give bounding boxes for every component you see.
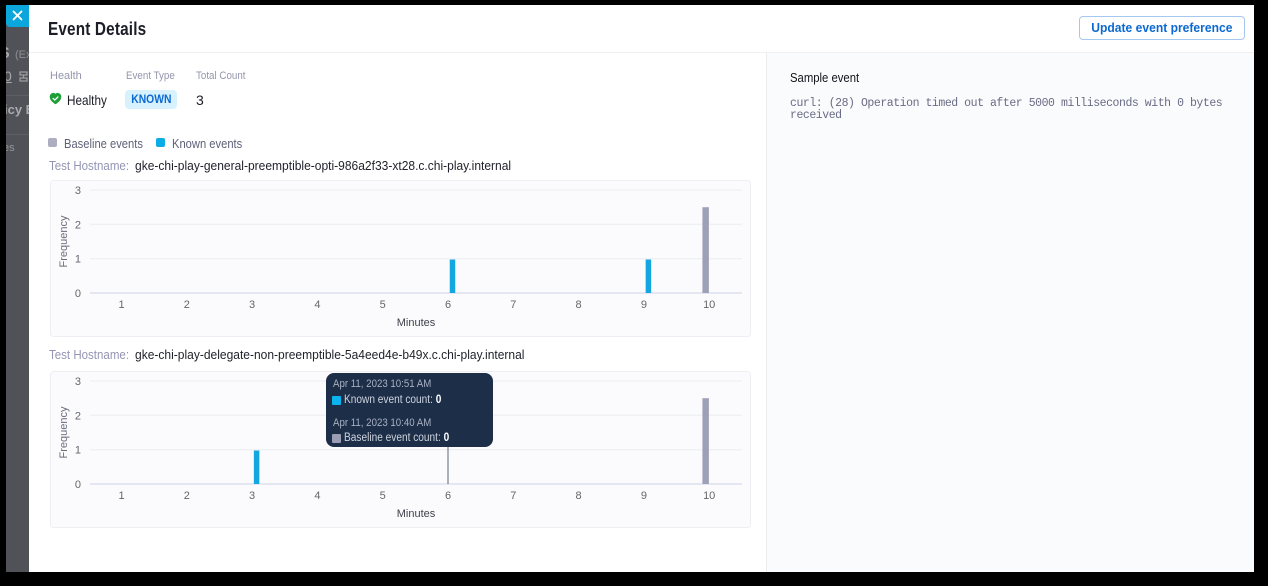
svg-text:3: 3 — [75, 376, 81, 388]
svg-text:7: 7 — [510, 490, 516, 502]
svg-text:3: 3 — [249, 299, 255, 311]
svg-text:1: 1 — [118, 299, 124, 311]
svg-text:10: 10 — [703, 490, 715, 502]
svg-text:5: 5 — [380, 490, 386, 502]
svg-text:10: 10 — [703, 299, 715, 311]
svg-text:2: 2 — [75, 219, 81, 231]
svg-text:8: 8 — [576, 299, 582, 311]
svg-text:Minutes: Minutes — [397, 317, 436, 329]
svg-text:0: 0 — [75, 288, 81, 300]
svg-text:5: 5 — [380, 299, 386, 311]
svg-text:0: 0 — [75, 479, 81, 491]
svg-text:1: 1 — [118, 490, 124, 502]
svg-text:2: 2 — [75, 410, 81, 422]
svg-text:8: 8 — [576, 490, 582, 502]
svg-text:3: 3 — [75, 185, 81, 197]
svg-text:2: 2 — [184, 299, 190, 311]
svg-text:3: 3 — [249, 490, 255, 502]
svg-text:9: 9 — [641, 490, 647, 502]
svg-text:1: 1 — [75, 254, 81, 266]
svg-text:4: 4 — [314, 490, 320, 502]
svg-text:Minutes: Minutes — [397, 508, 436, 520]
svg-text:6: 6 — [445, 490, 451, 502]
svg-text:4: 4 — [314, 299, 320, 311]
svg-text:6: 6 — [445, 299, 451, 311]
svg-text:9: 9 — [641, 299, 647, 311]
svg-text:Frequency: Frequency — [58, 215, 70, 267]
svg-text:Frequency: Frequency — [58, 406, 70, 458]
svg-text:7: 7 — [510, 299, 516, 311]
svg-text:2: 2 — [184, 490, 190, 502]
svg-text:1: 1 — [75, 445, 81, 457]
